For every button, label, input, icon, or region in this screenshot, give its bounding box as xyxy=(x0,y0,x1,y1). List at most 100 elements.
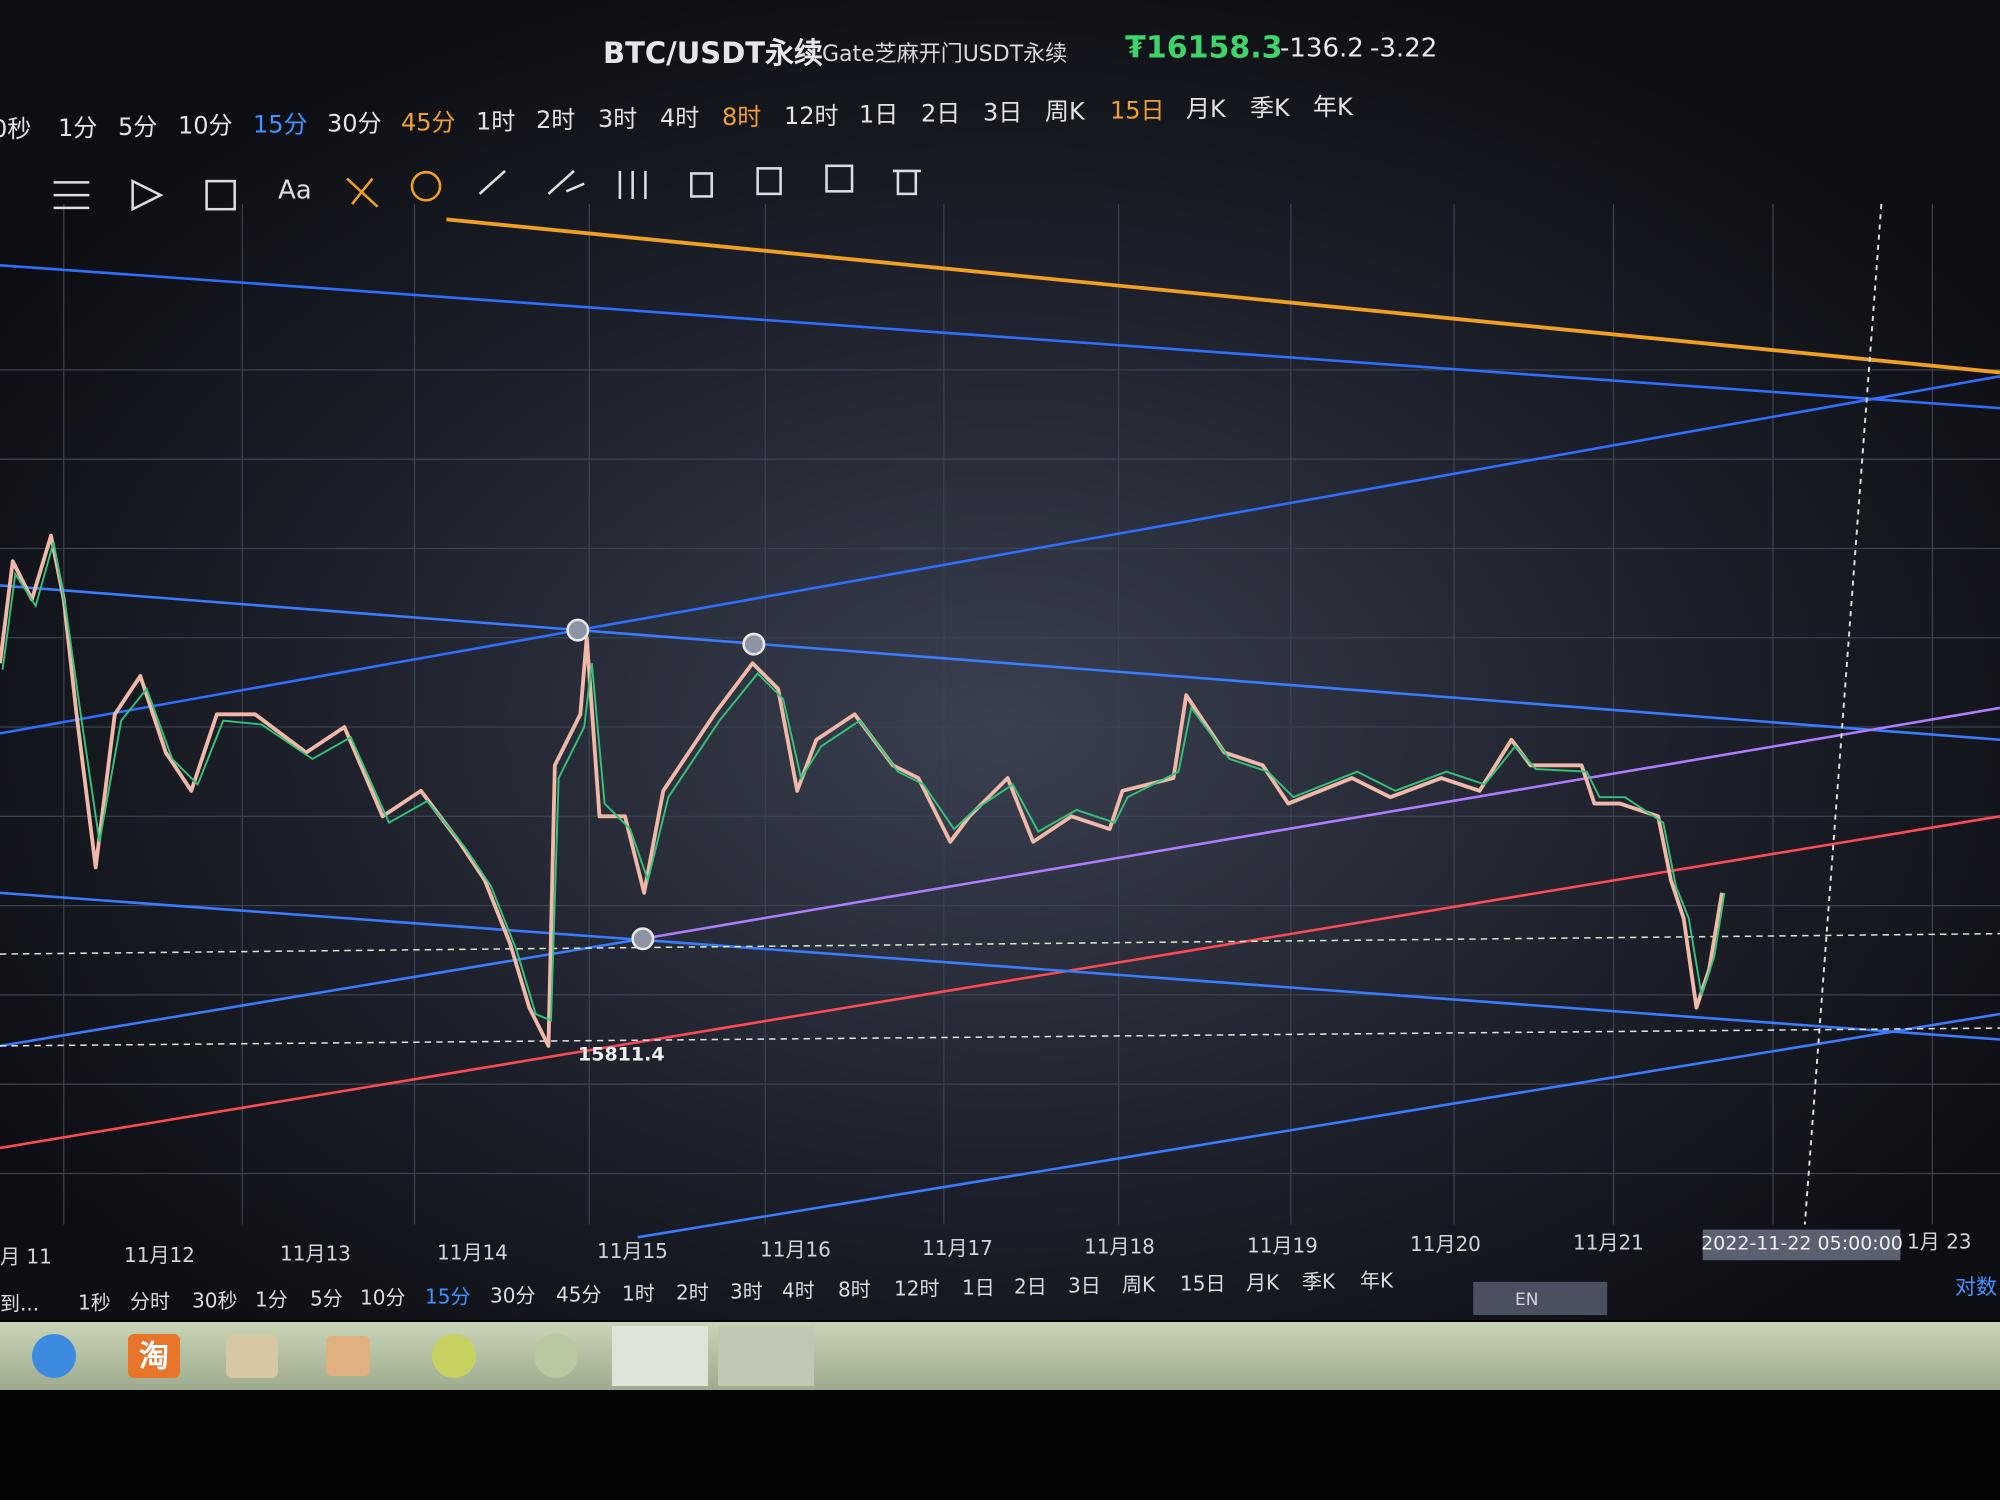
tool-icon[interactable] xyxy=(410,170,442,202)
timeframe-tab[interactable]: 3时 xyxy=(598,105,637,133)
trend-line xyxy=(446,217,2000,375)
timeframe-tab[interactable]: 周K xyxy=(1045,97,1086,125)
timeframe-tab[interactable]: 15日 xyxy=(1110,96,1165,124)
bottom-timeframe[interactable]: 45分 xyxy=(556,1283,601,1307)
bottom-timeframe[interactable]: 15日 xyxy=(1180,1272,1225,1296)
app-icon[interactable] xyxy=(32,1334,76,1378)
app-icon[interactable] xyxy=(326,1336,370,1376)
timeframe-tab[interactable]: 30分 xyxy=(327,110,382,138)
tool-icon[interactable] xyxy=(690,172,714,198)
handle[interactable] xyxy=(566,618,590,642)
tool-icon[interactable] xyxy=(53,181,90,210)
timeframe-tab[interactable]: 1日 xyxy=(859,101,898,129)
tool-icon[interactable] xyxy=(131,179,164,212)
x-axis-label: 11月15 xyxy=(597,1239,668,1263)
timeframe-tab[interactable]: 季K xyxy=(1250,94,1291,122)
crosshair-time: 2022-11-22 05:00:00 xyxy=(1701,1233,1903,1255)
tool-icon[interactable] xyxy=(825,164,854,193)
bottom-timeframe[interactable]: 1分 xyxy=(255,1288,288,1312)
candles xyxy=(1,541,1726,1022)
timeframe-tab[interactable]: 45分 xyxy=(401,108,456,136)
timeframe-tab[interactable]: 2时 xyxy=(536,106,575,134)
handle[interactable] xyxy=(631,927,655,951)
bottom-timeframe[interactable]: 2日 xyxy=(1014,1275,1047,1299)
taskbar xyxy=(0,1322,2000,1390)
timeframe-tab[interactable]: 10分 xyxy=(178,112,233,140)
bottom-timeframe[interactable]: 月K xyxy=(1246,1271,1280,1295)
timeframe-tab[interactable]: 8时 xyxy=(722,103,761,131)
trend-line xyxy=(0,937,644,1048)
bottom-timeframe[interactable]: 到... xyxy=(0,1292,39,1316)
app-icon[interactable] xyxy=(432,1334,476,1378)
bottom-timeframe[interactable]: 5分 xyxy=(310,1287,343,1311)
timeframe-tab[interactable]: 0秒 xyxy=(0,115,31,143)
x-axis-label: 11月20 xyxy=(1410,1232,1481,1256)
taskbar-app-label: 淘 xyxy=(139,1340,169,1375)
tool-icon[interactable] xyxy=(478,169,506,195)
bottom-timeframe[interactable]: 10分 xyxy=(360,1286,405,1310)
bottom-timeframe[interactable]: 2时 xyxy=(676,1281,709,1305)
app-icon[interactable] xyxy=(612,1326,708,1386)
bottom-timeframe[interactable]: 30分 xyxy=(490,1284,535,1308)
x-axis-label: 11月13 xyxy=(280,1242,351,1266)
timeframe-tab[interactable]: 月K xyxy=(1186,95,1227,123)
tool-icon[interactable] xyxy=(892,169,921,196)
bottom-timeframe[interactable]: 周K xyxy=(1122,1273,1156,1297)
trend-line xyxy=(0,584,2000,742)
timeframe-tab[interactable]: 1分 xyxy=(58,114,97,142)
app-icon[interactable] xyxy=(226,1334,278,1378)
app-icon[interactable] xyxy=(534,1334,578,1378)
timeframe-tab[interactable]: 12时 xyxy=(784,102,839,130)
bottom-timeframe[interactable]: 1秒 xyxy=(78,1291,111,1315)
x-axis-label: 11月18 xyxy=(1084,1235,1155,1259)
x-axis-label: 11月14 xyxy=(437,1240,508,1264)
last-price: ₮16158.3 xyxy=(1125,31,1283,66)
bottom-timeframe[interactable]: 季K xyxy=(1302,1270,1336,1294)
x-axis-label: 11月17 xyxy=(922,1236,993,1260)
drawing-toolbar xyxy=(53,164,921,212)
handle[interactable] xyxy=(742,632,766,656)
trend-line xyxy=(0,815,2000,1150)
tool-text[interactable]: Aa xyxy=(278,176,312,206)
timeframe-tab[interactable]: 1时 xyxy=(476,107,515,135)
bottom-timeframe[interactable]: 8时 xyxy=(838,1278,871,1302)
timeframe-tab[interactable]: 15分 xyxy=(253,111,308,139)
trend-line xyxy=(0,891,2000,1041)
tool-icon[interactable] xyxy=(547,169,585,195)
tool-icon[interactable] xyxy=(618,170,647,199)
x-axis-label: 月 11 xyxy=(0,1245,52,1269)
app-icon[interactable] xyxy=(128,1334,180,1378)
low-line xyxy=(0,1027,2000,1047)
bottom-timeframe[interactable]: 3日 xyxy=(1068,1274,1101,1298)
app-icon[interactable] xyxy=(718,1326,814,1386)
log-scale-toggle[interactable]: 对数 xyxy=(1955,1275,1997,1299)
bottom-timeframe[interactable]: 1时 xyxy=(622,1282,655,1306)
bottom-timeframe[interactable]: 12时 xyxy=(894,1277,939,1301)
bottom-timeframe[interactable]: 年K xyxy=(1360,1269,1394,1293)
taskbar-icons xyxy=(32,1326,814,1386)
timeframe-tab[interactable]: 4时 xyxy=(660,104,699,132)
timeframe-tab[interactable]: 5分 xyxy=(118,113,157,141)
bottom-timeframe[interactable]: 3时 xyxy=(730,1280,763,1304)
symbol-subtitle: Gate芝麻开门USDT永续 xyxy=(822,42,1067,67)
bottom-timeframe[interactable]: 1日 xyxy=(962,1276,995,1300)
bottom-timeframe[interactable]: 15分 xyxy=(425,1285,470,1309)
timeframe-tab[interactable]: 年K xyxy=(1313,93,1354,121)
low-price-label: 15811.4 xyxy=(578,1044,665,1066)
bottom-timeframe[interactable]: 4时 xyxy=(782,1279,815,1303)
x-axis-label: 11月21 xyxy=(1573,1231,1644,1255)
price-line xyxy=(0,932,2000,955)
tool-icon[interactable] xyxy=(756,167,782,196)
timeframe-tab[interactable]: 2日 xyxy=(921,100,960,128)
trend-line xyxy=(0,264,2000,410)
x-axis-label: 11月19 xyxy=(1247,1233,1318,1257)
timeframe-tab[interactable]: 3日 xyxy=(983,99,1022,127)
bottom-timeframe[interactable]: 30秒 xyxy=(192,1289,237,1313)
price-change: -136.2 xyxy=(1280,34,1364,64)
bottom-timeframe[interactable]: 分时 xyxy=(130,1290,170,1314)
grid xyxy=(0,204,2000,1225)
tool-icon[interactable] xyxy=(205,179,236,211)
trend-line xyxy=(637,1012,2000,1239)
tool-icon[interactable] xyxy=(346,177,379,208)
